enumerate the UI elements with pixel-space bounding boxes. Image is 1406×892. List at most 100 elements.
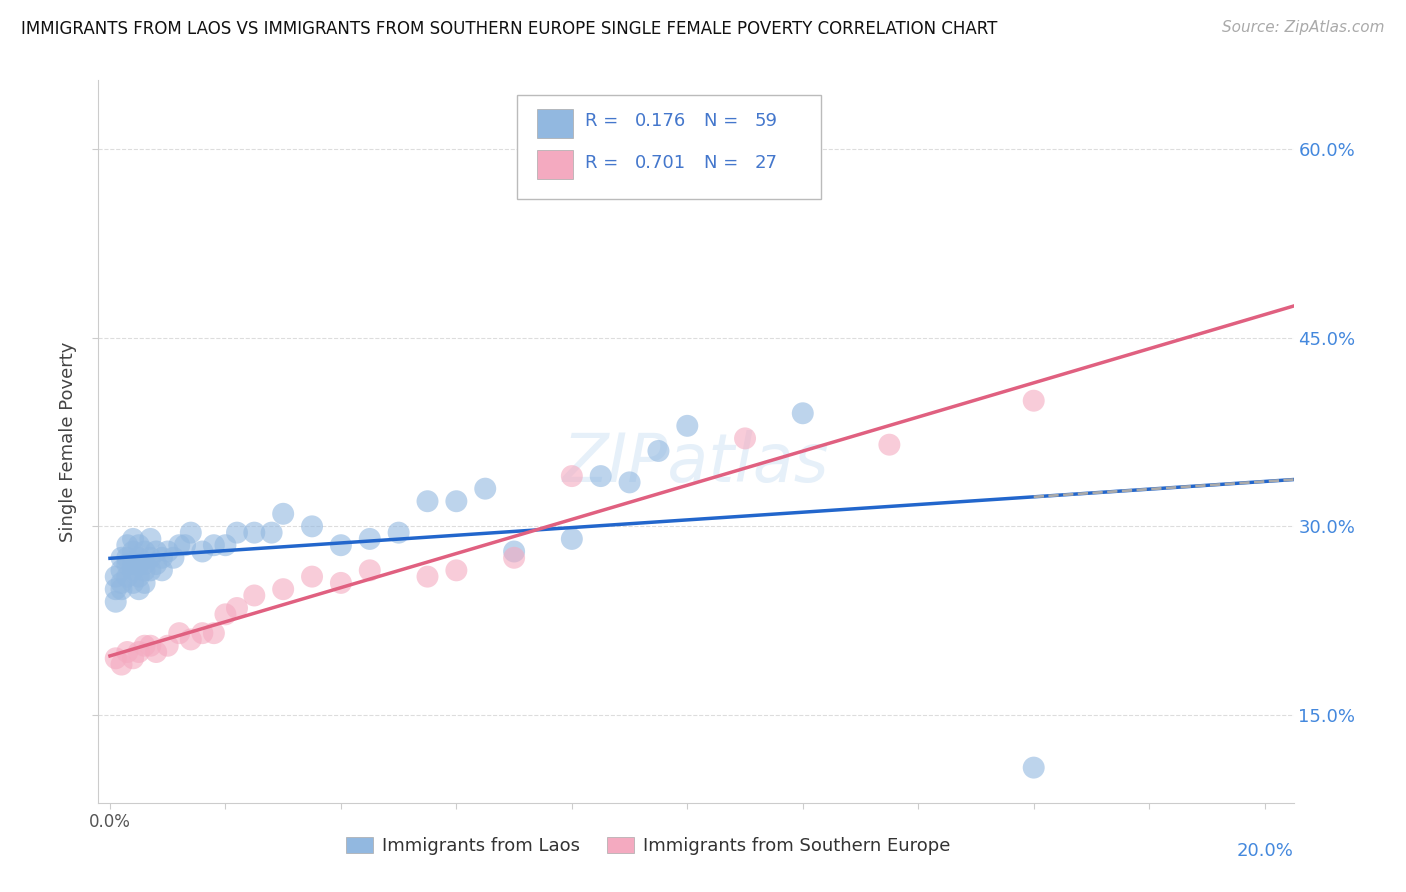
Point	[128, 550, 150, 565]
Text: Source: ZipAtlas.com: Source: ZipAtlas.com	[1222, 20, 1385, 35]
Point	[647, 444, 669, 458]
Text: 0.176: 0.176	[636, 112, 686, 130]
Point	[619, 475, 641, 490]
Point	[139, 532, 162, 546]
Point	[214, 607, 236, 622]
Point	[879, 438, 901, 452]
Point	[128, 557, 150, 571]
Point	[329, 575, 352, 590]
Point	[301, 569, 323, 583]
Point	[243, 525, 266, 540]
Point	[589, 469, 612, 483]
Point	[446, 494, 468, 508]
Point	[676, 418, 699, 433]
Point	[122, 563, 145, 577]
Point	[260, 525, 283, 540]
Legend: Immigrants from Laos, Immigrants from Southern Europe: Immigrants from Laos, Immigrants from So…	[339, 830, 957, 863]
Point	[134, 557, 156, 571]
Point	[359, 563, 381, 577]
Point	[446, 563, 468, 577]
Point	[128, 645, 150, 659]
Point	[117, 645, 139, 659]
Point	[191, 544, 214, 558]
Text: R =: R =	[585, 154, 624, 172]
Point	[243, 589, 266, 603]
Point	[503, 544, 526, 558]
Point	[162, 550, 184, 565]
Point	[359, 532, 381, 546]
Point	[226, 601, 249, 615]
Point	[117, 538, 139, 552]
Point	[145, 544, 167, 558]
Text: 0.701: 0.701	[636, 154, 686, 172]
Point	[191, 626, 214, 640]
Point	[104, 595, 127, 609]
Point	[117, 569, 139, 583]
Point	[167, 626, 190, 640]
Text: ZIPatlas: ZIPatlas	[562, 430, 830, 496]
Point	[122, 557, 145, 571]
Point	[139, 639, 162, 653]
Point	[271, 582, 294, 597]
Point	[202, 538, 225, 552]
Point	[561, 469, 583, 483]
Point	[214, 538, 236, 552]
FancyBboxPatch shape	[517, 95, 821, 200]
Point	[122, 544, 145, 558]
Text: IMMIGRANTS FROM LAOS VS IMMIGRANTS FROM SOUTHERN EUROPE SINGLE FEMALE POVERTY CO: IMMIGRANTS FROM LAOS VS IMMIGRANTS FROM …	[21, 20, 997, 37]
Y-axis label: Single Female Poverty: Single Female Poverty	[59, 342, 77, 541]
Point	[134, 544, 156, 558]
Point	[128, 569, 150, 583]
Point	[1022, 393, 1045, 408]
Point	[388, 525, 411, 540]
Point	[301, 519, 323, 533]
Point	[416, 569, 439, 583]
Point	[128, 538, 150, 552]
Point	[329, 538, 352, 552]
Point	[104, 569, 127, 583]
Point	[145, 645, 167, 659]
Point	[167, 538, 190, 552]
Point	[1022, 761, 1045, 775]
Point	[174, 538, 197, 552]
Point	[734, 431, 756, 445]
Point	[134, 575, 156, 590]
Text: 59: 59	[755, 112, 778, 130]
Point	[104, 582, 127, 597]
Point	[271, 507, 294, 521]
Point	[226, 525, 249, 540]
Text: 20.0%: 20.0%	[1237, 842, 1294, 860]
Point	[474, 482, 496, 496]
Point	[110, 575, 132, 590]
FancyBboxPatch shape	[537, 151, 572, 179]
Text: R =: R =	[585, 112, 624, 130]
Point	[134, 563, 156, 577]
Point	[156, 544, 179, 558]
Point	[139, 563, 162, 577]
Point	[134, 639, 156, 653]
Point	[110, 563, 132, 577]
FancyBboxPatch shape	[537, 109, 572, 138]
Text: N =: N =	[704, 112, 744, 130]
Point	[561, 532, 583, 546]
Point	[122, 651, 145, 665]
Point	[122, 575, 145, 590]
Point	[180, 525, 202, 540]
Text: 27: 27	[755, 154, 778, 172]
Point	[792, 406, 814, 420]
Point	[416, 494, 439, 508]
Point	[145, 557, 167, 571]
Point	[122, 532, 145, 546]
Point	[503, 550, 526, 565]
Point	[117, 557, 139, 571]
Point	[180, 632, 202, 647]
Point	[110, 550, 132, 565]
Point	[202, 626, 225, 640]
Point	[139, 550, 162, 565]
Point	[117, 550, 139, 565]
Point	[156, 639, 179, 653]
Point	[150, 563, 173, 577]
Text: N =: N =	[704, 154, 744, 172]
Point	[110, 657, 132, 672]
Point	[104, 651, 127, 665]
